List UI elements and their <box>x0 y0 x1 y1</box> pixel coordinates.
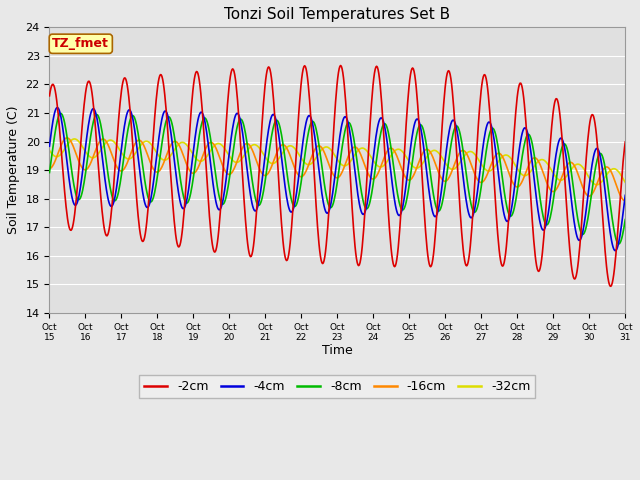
Legend: -2cm, -4cm, -8cm, -16cm, -32cm: -2cm, -4cm, -8cm, -16cm, -32cm <box>140 375 535 398</box>
Title: Tonzi Soil Temperatures Set B: Tonzi Soil Temperatures Set B <box>224 7 451 22</box>
Y-axis label: Soil Temperature (C): Soil Temperature (C) <box>7 106 20 234</box>
Text: TZ_fmet: TZ_fmet <box>52 37 109 50</box>
X-axis label: Time: Time <box>322 344 353 357</box>
